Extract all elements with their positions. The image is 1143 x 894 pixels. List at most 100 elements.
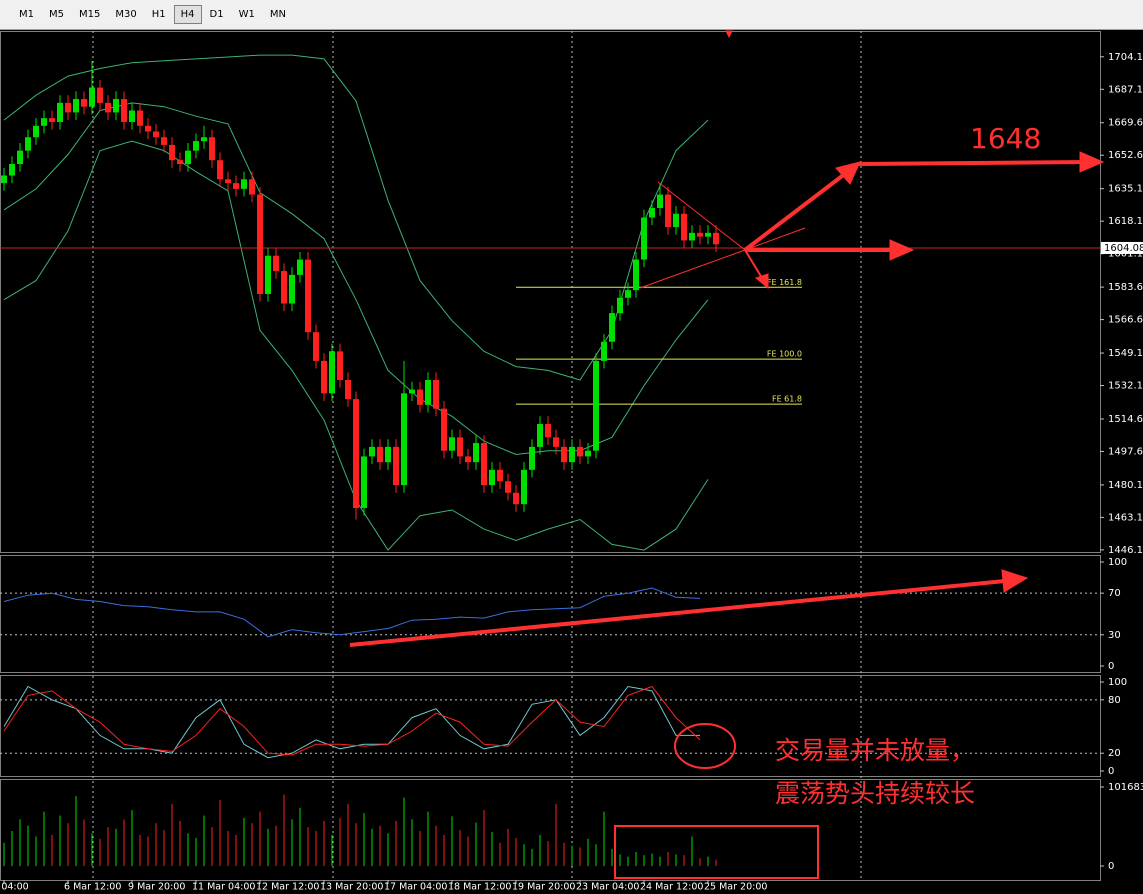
candle-body (201, 137, 207, 142)
triangle-line (744, 227, 806, 251)
timeframe-button[interactable]: M30 (115, 9, 137, 20)
current-price-label: 1604.08 (1104, 243, 1143, 254)
y-tick-label: 100 (1108, 677, 1127, 688)
timeframe-button[interactable]: M1 (19, 9, 34, 20)
candle-body (41, 118, 47, 126)
x-tick-label: 6 Mar 12:00 (64, 882, 121, 893)
candle-body (497, 469, 503, 482)
candle-body (281, 271, 287, 304)
candle-body (249, 179, 255, 195)
candle-body (25, 137, 31, 151)
candle-body (385, 446, 391, 463)
candle-body (297, 259, 303, 275)
candle-body (1, 175, 7, 184)
candle-body (513, 492, 519, 505)
candle-body (225, 179, 231, 184)
candle-body (305, 259, 311, 333)
candle-body (657, 194, 663, 208)
indicator-line (3, 587, 701, 638)
candle-body (17, 150, 23, 165)
y-tick-label: 1669.60 (1108, 118, 1143, 129)
candle-body (329, 351, 335, 394)
arrow (349, 579, 1006, 647)
y-tick-label: 20 (1108, 748, 1121, 759)
candle-body (433, 379, 439, 409)
candle-body (369, 446, 375, 457)
candle-body (49, 118, 55, 122)
arrow-head (835, 161, 861, 185)
stochastic-panel (0, 675, 1101, 777)
candle-body (145, 125, 151, 132)
candle-body (529, 446, 535, 470)
main-panel (0, 31, 1101, 553)
x-tick-label: 17 Mar 04:00 (384, 882, 447, 893)
candle-body (641, 217, 647, 260)
current-price-box (1101, 241, 1143, 254)
candle-body (441, 408, 447, 451)
y-tick-label: 0 (1108, 661, 1114, 672)
fib-label: FE 161.8 (767, 278, 802, 287)
timeframe-button[interactable]: D1 (209, 9, 224, 20)
candle-body (337, 351, 343, 380)
candle-body (209, 137, 215, 161)
y-tick-label: 0 (1108, 766, 1114, 777)
vertical-grid (92, 31, 862, 880)
arrow-head (1079, 151, 1105, 173)
timeframe-button[interactable]: H1 (151, 9, 166, 20)
candle-body (649, 207, 655, 218)
candle-body (345, 379, 351, 400)
y-tick-label: 101683 (1108, 782, 1143, 793)
candle-body (633, 259, 639, 291)
candle-body (601, 341, 607, 361)
candle-body (321, 360, 327, 394)
timeframe-button[interactable]: M15 (79, 9, 101, 20)
marker (725, 30, 733, 39)
candle-body (89, 87, 95, 107)
candle-body (217, 160, 223, 180)
candle-body (569, 446, 575, 463)
y-tick-label: 1566.60 (1108, 315, 1143, 326)
candle-body (9, 164, 15, 176)
candle-body (521, 469, 527, 505)
timeframe-button[interactable]: W1 (238, 9, 255, 20)
candle-body (705, 232, 711, 237)
candle-body (593, 360, 599, 451)
candle-body (353, 399, 359, 509)
fib-label: FE 100.0 (767, 350, 802, 359)
candle-body (425, 379, 431, 405)
y-tick-label: 1446.10 (1108, 545, 1143, 556)
y-tick-label: 80 (1108, 695, 1121, 706)
rsi-panel (0, 555, 1101, 673)
x-tick-label: 23 Mar 04:00 (576, 882, 639, 893)
candle-body (561, 446, 567, 463)
y-tick-label: 1583.60 (1108, 282, 1143, 293)
candle-body (121, 99, 127, 122)
candle-body (361, 456, 367, 509)
candle-body (617, 297, 623, 314)
y-tick-label: 1480.10 (1108, 480, 1143, 491)
candle-body (537, 423, 543, 447)
y-tick-label: 1704.10 (1108, 52, 1143, 63)
candle-body (73, 99, 79, 113)
candle-body (105, 102, 111, 113)
candle-body (177, 160, 183, 165)
timeframe-button[interactable]: MN (269, 9, 286, 20)
candle-body (417, 389, 423, 405)
y-tick-label: 0 (1108, 861, 1114, 872)
y-tick-label: 1687.10 (1108, 84, 1143, 95)
candle-body (505, 481, 511, 493)
y-tick-label: 1497.60 (1108, 446, 1143, 457)
candle-body (393, 446, 399, 486)
candle-body (689, 232, 695, 241)
candle-body (481, 443, 487, 486)
x-tick-label: 12 Mar 12:00 (256, 882, 319, 893)
candle-body (409, 389, 415, 394)
arrow (857, 160, 1091, 166)
timeframe-button[interactable]: H4 (173, 5, 202, 24)
candle-body (57, 102, 63, 122)
timeframe-button[interactable]: M5 (49, 9, 64, 20)
y-tick-label: 1601.10 (1108, 249, 1143, 260)
y-tick-label: 100 (1108, 557, 1127, 568)
candle-body (193, 141, 199, 151)
